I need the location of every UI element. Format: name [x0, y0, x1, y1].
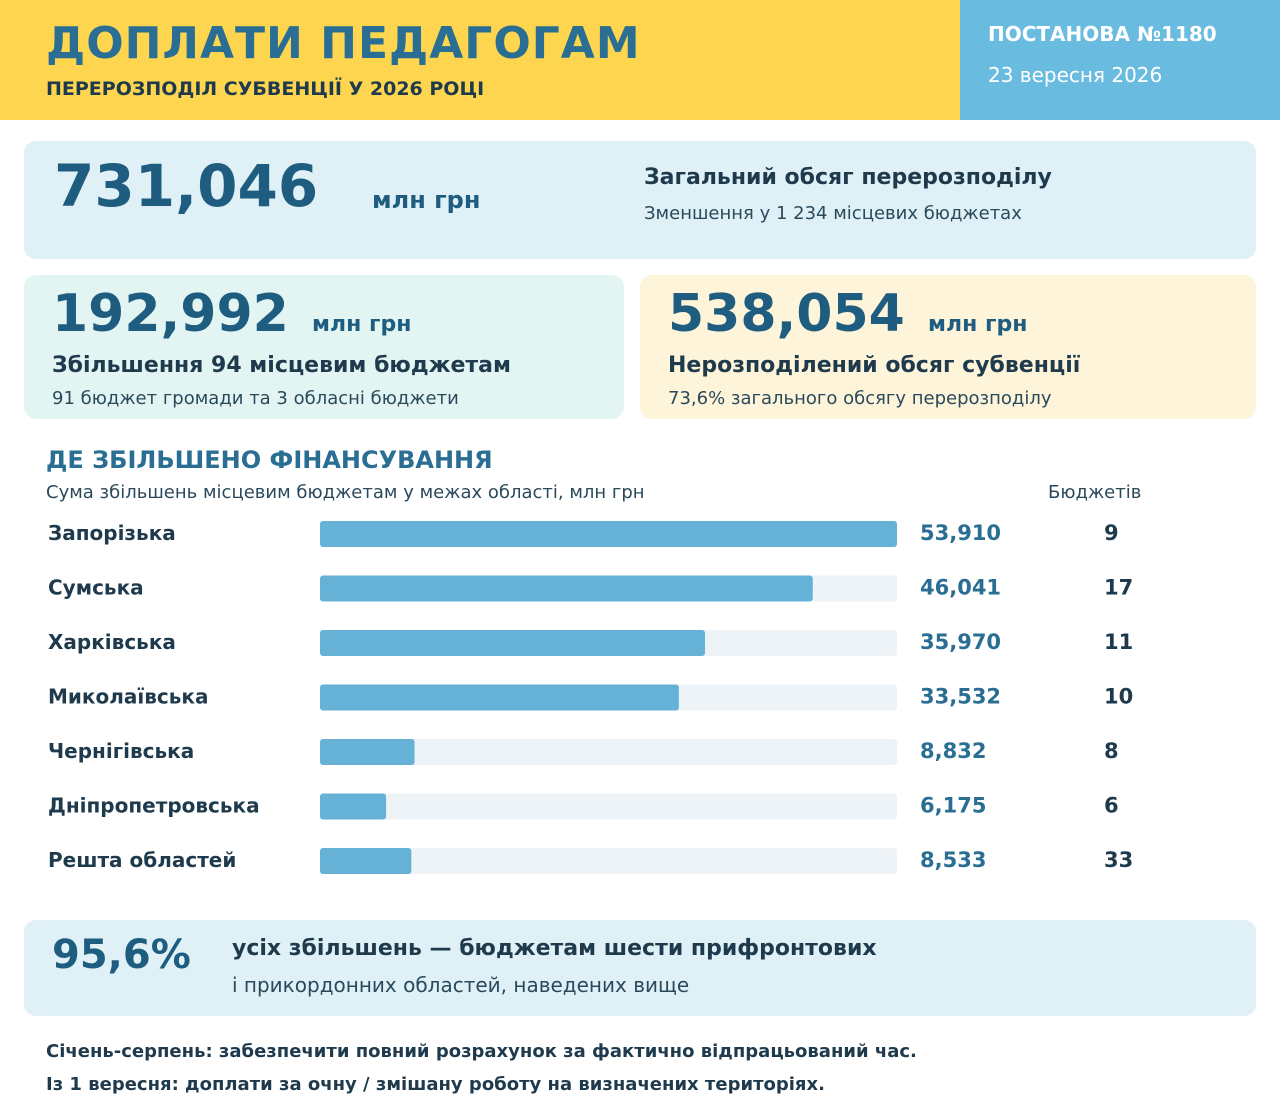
decree-panel — [960, 0, 1280, 120]
bar-track — [320, 575, 897, 602]
bar — [320, 521, 897, 547]
total-heading: Загальний обсяг перерозподілу — [644, 165, 1052, 190]
undistributed-value: 538,054 — [668, 284, 905, 344]
bar-value-label: 46,041 — [920, 576, 1001, 600]
decree-number: ПОСТАНОВА №1180 — [988, 22, 1217, 46]
page-subtitle: ПЕРЕРОЗПОДІЛ СУБВЕНЦІЇ У 2026 РОЦІ — [46, 78, 485, 100]
bar-value-label: 33,532 — [920, 685, 1001, 709]
increase-unit: млн грн — [312, 312, 412, 337]
section-subtitle: Сума збільшень місцевим бюджетам у межах… — [46, 482, 645, 503]
undistributed-card — [640, 275, 1256, 419]
budget-count: 10 — [1104, 685, 1133, 709]
budget-count: 9 — [1104, 521, 1119, 545]
section-title: ДЕ ЗБІЛЬШЕНО ФІНАНСУВАННЯ — [46, 446, 493, 474]
region-label: Дніпропетровська — [48, 794, 260, 818]
page-title: ДОПЛАТИ ПЕДАГОГАМ — [46, 18, 641, 69]
share-line1: усіх збільшень — бюджетам шести прифронт… — [232, 936, 877, 961]
region-label: Запорізька — [48, 521, 176, 545]
budget-count: 33 — [1104, 848, 1133, 872]
bar — [320, 575, 813, 602]
budget-count: 11 — [1104, 630, 1133, 654]
bar — [320, 848, 412, 874]
footnote-1: Січень-серпень: забезпечити повний розра… — [46, 1041, 917, 1062]
bar — [320, 630, 705, 656]
bar-track — [320, 684, 897, 711]
region-label: Миколаївська — [48, 685, 208, 709]
region-label: Решта областей — [48, 848, 236, 872]
increase-card — [24, 275, 624, 419]
share-value: 95,6% — [52, 932, 191, 978]
bar-value-label: 35,970 — [920, 630, 1001, 654]
increase-heading: Збільшення 94 місцевим бюджетам — [52, 353, 511, 378]
bar-value-label: 53,910 — [920, 521, 1001, 545]
decree-date: 23 вересня 2026 — [988, 63, 1163, 87]
bar — [320, 793, 387, 820]
increase-note: 91 бюджет громади та 3 обласні бюджети — [52, 388, 459, 409]
undistributed-heading: Нерозподілений обсяг субвенції — [668, 353, 1081, 378]
bar-value-label: 6,175 — [920, 794, 986, 818]
undistributed-unit: млн грн — [928, 312, 1028, 337]
increase-value: 192,992 — [52, 284, 289, 344]
bar-track — [320, 630, 897, 656]
region-label: Сумська — [48, 576, 144, 600]
total-value: 731,046 — [54, 152, 319, 220]
undistributed-note: 73,6% загального обсягу перерозподілу — [668, 388, 1052, 409]
bar-track — [320, 793, 897, 820]
budget-count: 17 — [1104, 576, 1133, 600]
bar — [320, 684, 679, 711]
bar — [320, 739, 415, 765]
footnote-2: Із 1 вересня: доплати за очну / змішану … — [46, 1074, 825, 1095]
total-unit: млн грн — [372, 186, 481, 214]
bar-track — [320, 848, 897, 874]
share-card — [24, 920, 1256, 1016]
region-label: Чернігівська — [48, 739, 194, 763]
header-banner — [0, 0, 960, 120]
bar-value-label: 8,533 — [920, 848, 986, 872]
bar-track — [320, 521, 897, 547]
budgets-column-header: Бюджетів — [1048, 482, 1142, 503]
budget-count: 6 — [1104, 794, 1119, 818]
bar-value-label: 8,832 — [920, 739, 986, 763]
region-label: Харківська — [48, 630, 176, 654]
bar-track — [320, 739, 897, 765]
share-line2: і прикордонних областей, наведених вище — [232, 973, 690, 997]
total-card — [24, 141, 1256, 259]
budget-count: 8 — [1104, 739, 1119, 763]
total-note: Зменшення у 1 234 місцевих бюджетах — [644, 203, 1022, 224]
